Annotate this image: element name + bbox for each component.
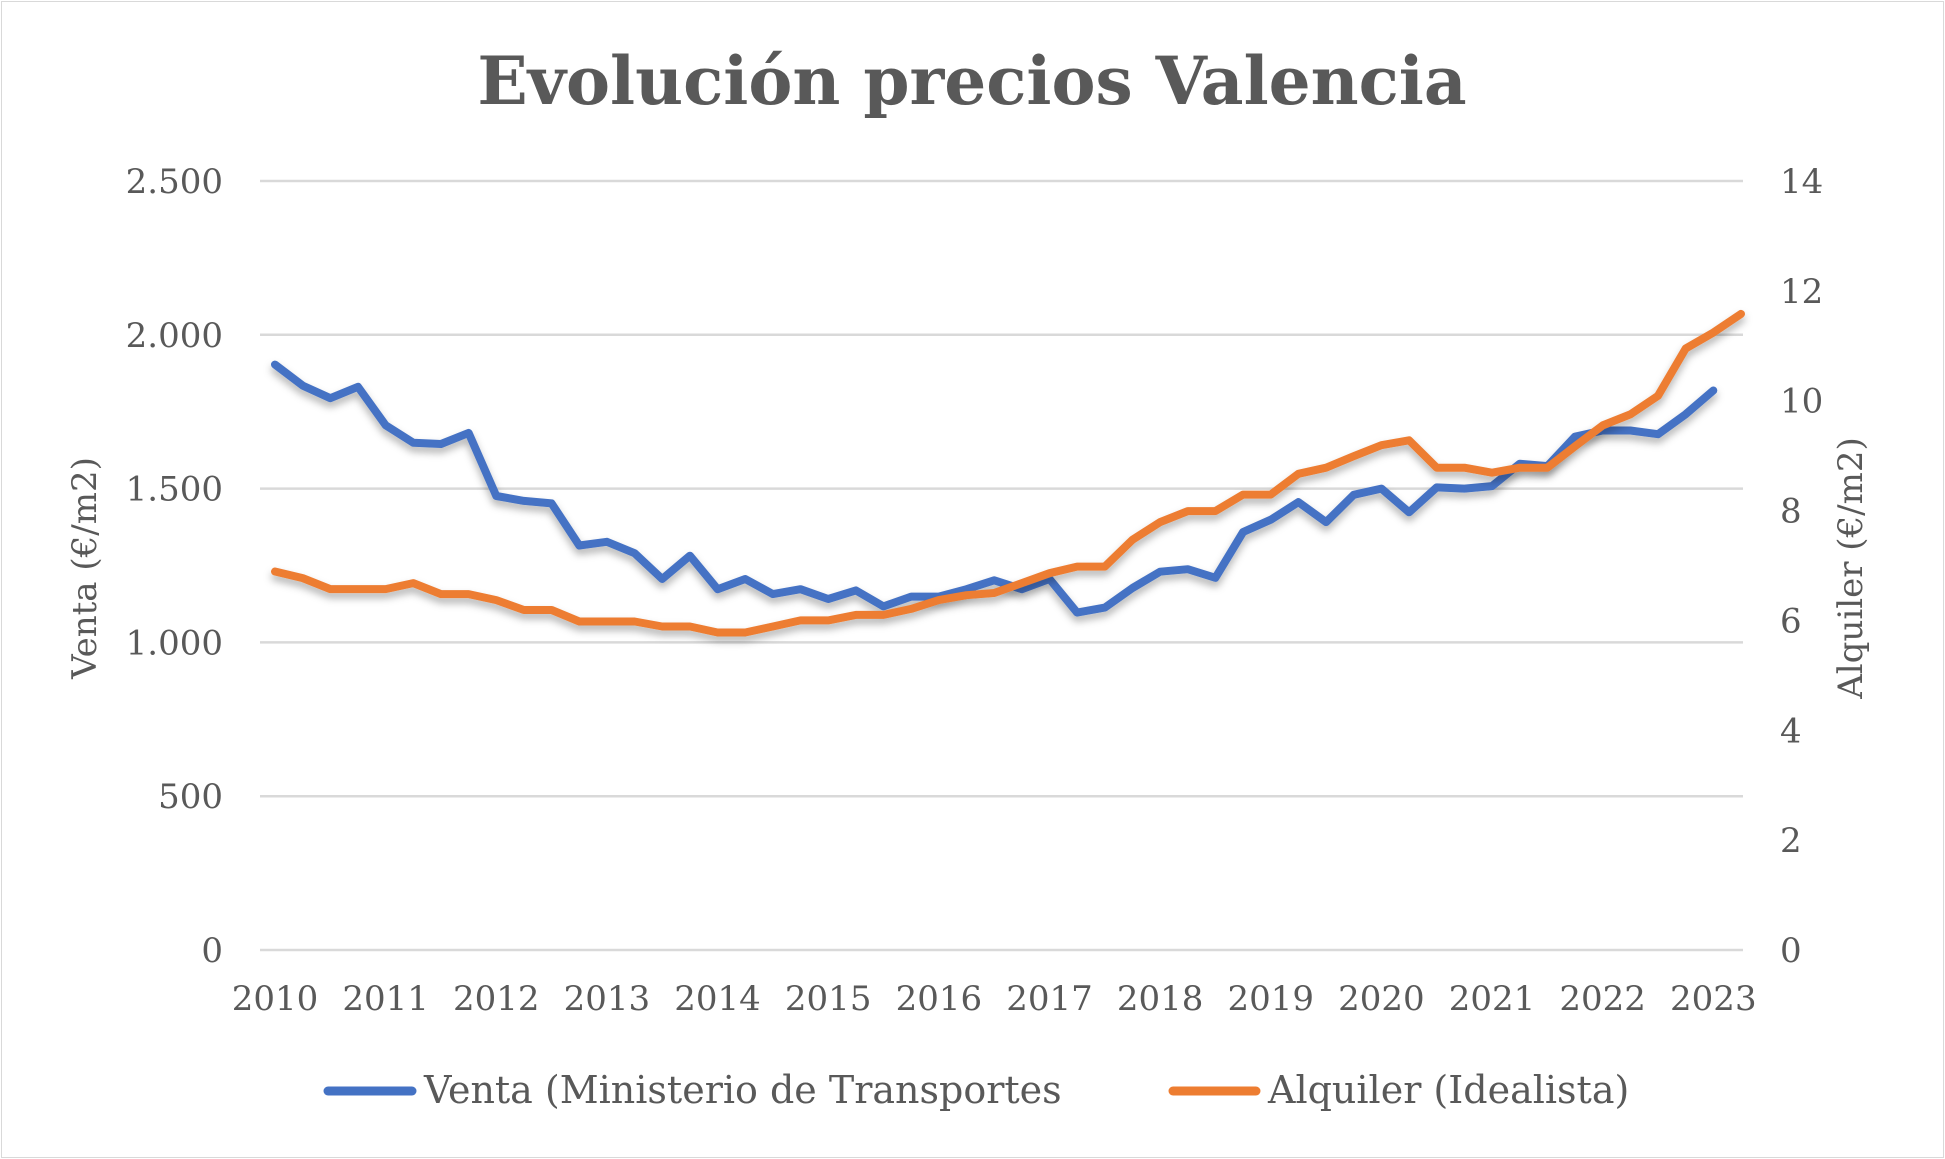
y-tick-label-right: 2 xyxy=(1780,821,1802,861)
y-tick-label-left: 500 xyxy=(158,777,223,817)
legend-label-venta: Venta (Ministerio de Transportes xyxy=(423,1068,1062,1112)
x-tick-label: 2012 xyxy=(453,979,540,1019)
y-axis-title-right: Alquiler (€/m2) xyxy=(1831,437,1871,700)
y-tick-label-left: 2.500 xyxy=(126,162,223,202)
x-tick-label: 2018 xyxy=(1117,979,1204,1019)
y-tick-label-left: 2.000 xyxy=(126,316,223,356)
chart-title: Evolución precios Valencia xyxy=(477,42,1466,120)
y-tick-label-right: 12 xyxy=(1780,272,1823,312)
x-tick-label: 2015 xyxy=(785,979,872,1019)
y-tick-label-right: 0 xyxy=(1780,931,1802,971)
x-tick-label: 2013 xyxy=(564,979,651,1019)
x-tick-label: 2023 xyxy=(1670,979,1757,1019)
x-tick-label: 2019 xyxy=(1227,979,1314,1019)
y-tick-label-left: 0 xyxy=(201,931,223,971)
y-axis-title-left: Venta (€/m2) xyxy=(65,457,105,680)
x-tick-label: 2017 xyxy=(1006,979,1093,1019)
series-line-alquiler xyxy=(271,309,1745,637)
x-tick-label: 2014 xyxy=(674,979,761,1019)
legend-label-alquiler: Alquiler (Idealista) xyxy=(1267,1068,1629,1112)
x-tick-label: 2020 xyxy=(1338,979,1425,1019)
x-tick-label: 2022 xyxy=(1559,979,1646,1019)
x-tick-label: 2010 xyxy=(232,979,319,1019)
y-tick-label-right: 4 xyxy=(1780,711,1802,751)
x-tick-label: 2021 xyxy=(1449,979,1536,1019)
x-tick-label: 2011 xyxy=(342,979,429,1019)
y-tick-label-left: 1.500 xyxy=(126,470,223,510)
y-tick-label-right: 10 xyxy=(1780,382,1823,422)
y-tick-label-right: 14 xyxy=(1780,162,1823,202)
y-tick-label-left: 1.000 xyxy=(126,623,223,663)
y-tick-label-right: 6 xyxy=(1780,601,1802,641)
x-tick-label: 2016 xyxy=(896,979,983,1019)
legend: Venta (Ministerio de Transportes Alquile… xyxy=(323,1068,1629,1112)
y-tick-label-right: 8 xyxy=(1780,492,1802,532)
